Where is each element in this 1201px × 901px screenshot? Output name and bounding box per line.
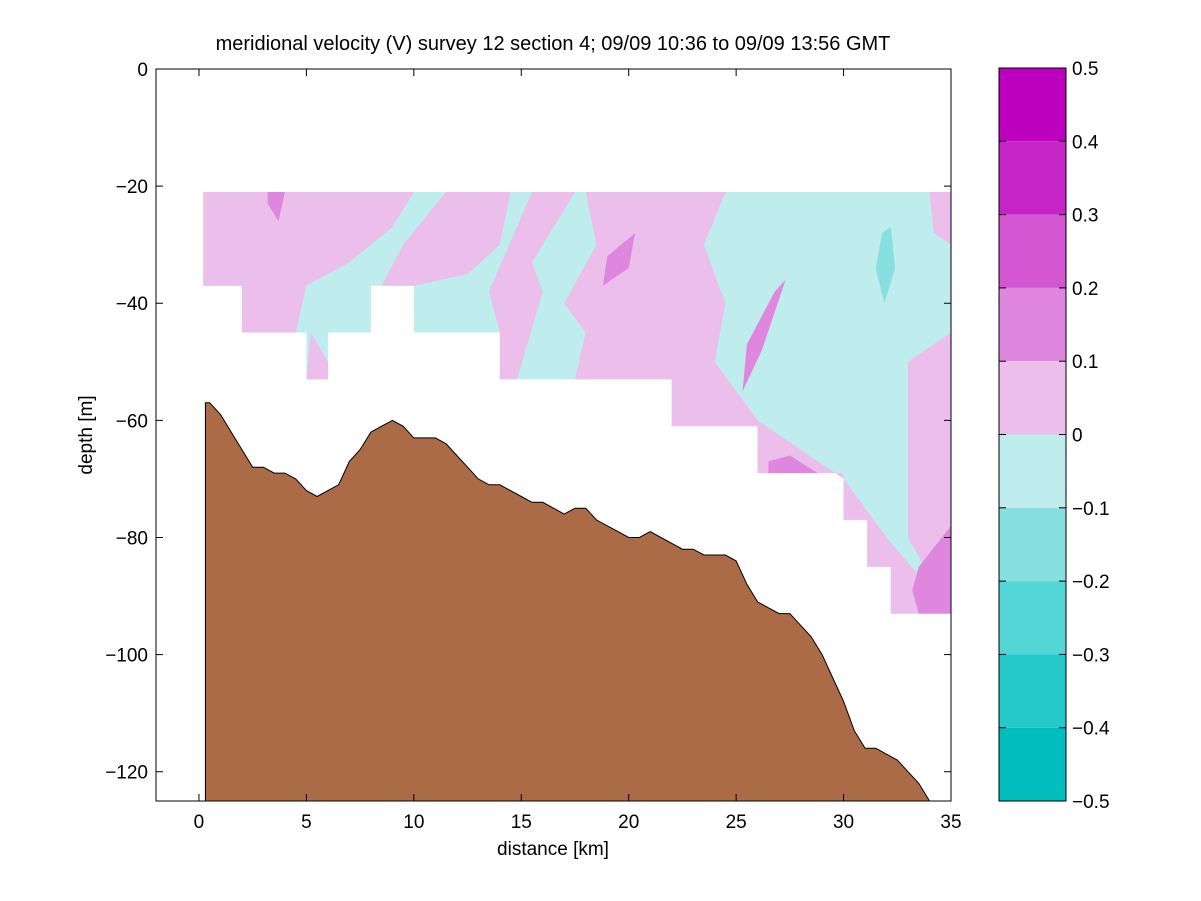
velocity-region-9 bbox=[602, 233, 636, 286]
velocity-region-2 bbox=[381, 192, 511, 286]
colorbar-band-4 bbox=[999, 361, 1066, 435]
colorbar-tick-label: 0.4 bbox=[1072, 132, 1099, 153]
colorbar-tick-label: −0.5 bbox=[1072, 792, 1110, 813]
colorbar-band-7 bbox=[999, 581, 1066, 655]
colorbar-tick-label: −0.4 bbox=[1072, 719, 1110, 740]
plot-frame bbox=[155, 68, 952, 802]
y-axis-ticks: 0 −20 −40 −60 −80 −100 −120 bbox=[105, 60, 951, 784]
velocity-region-4 bbox=[489, 192, 575, 380]
bathymetry-seafloor bbox=[204, 402, 931, 801]
colorbar-band-6 bbox=[999, 507, 1066, 582]
velocity-region-6 bbox=[929, 192, 951, 245]
y-tick-label: 0 bbox=[137, 60, 148, 81]
velocity-region-0 bbox=[203, 192, 951, 614]
colorbar-tick-label: −0.2 bbox=[1072, 572, 1110, 593]
colorbar-band-3 bbox=[999, 287, 1066, 362]
colorbar-band-8 bbox=[999, 654, 1066, 728]
velocity-field bbox=[203, 192, 951, 614]
y-axis-label: depth [m] bbox=[76, 395, 97, 474]
velocity-region-8 bbox=[267, 192, 285, 222]
velocity-region-11 bbox=[768, 455, 818, 474]
y-tick-label: −120 bbox=[105, 763, 148, 784]
x-tick-label: 0 bbox=[194, 812, 205, 833]
velocity-region-5 bbox=[564, 192, 951, 614]
x-axis-label: distance [km] bbox=[497, 839, 609, 860]
colorbar-tick-label: 0.1 bbox=[1072, 352, 1098, 373]
x-tick-label: 10 bbox=[403, 812, 424, 833]
plot-area: 0 5 10 15 20 25 30 35 0 −20 −40 −60 −80 −100 −120 bbox=[105, 60, 961, 833]
colorbar-tick-label: −0.1 bbox=[1072, 499, 1110, 520]
x-tick-label: 20 bbox=[618, 812, 639, 833]
colorbar-tick-label: 0 bbox=[1072, 426, 1083, 447]
x-tick-label: 25 bbox=[726, 812, 747, 833]
colorbar: 0.5 0.4 0.3 0.2 0.1 0 −0.1 −0.2 −0.3 −0.4 −0.5 bbox=[998, 59, 1110, 813]
y-tick-label: −100 bbox=[105, 646, 148, 667]
x-tick-label: 15 bbox=[511, 812, 532, 833]
x-tick-label: 30 bbox=[833, 812, 854, 833]
chart-title: meridional velocity (V) survey 12 sectio… bbox=[216, 33, 891, 55]
colorbar-band-1 bbox=[999, 141, 1066, 215]
colorbar-tick-label: 0.2 bbox=[1072, 279, 1098, 300]
colorbar-tick-label: 0.5 bbox=[1072, 59, 1098, 80]
x-tick-label: 5 bbox=[301, 812, 312, 833]
y-tick-label: −20 bbox=[116, 177, 148, 198]
x-tick-label: 35 bbox=[940, 812, 961, 833]
colorbar-tick-label: −0.3 bbox=[1072, 645, 1110, 666]
colorbar-band-5 bbox=[999, 434, 1066, 508]
y-tick-label: −60 bbox=[116, 411, 148, 432]
velocity-region-13 bbox=[875, 227, 896, 304]
velocity-region-12 bbox=[912, 525, 951, 614]
y-tick-label: −40 bbox=[116, 294, 148, 315]
colorbar-tick-label: 0.3 bbox=[1072, 206, 1098, 227]
velocity-region-3 bbox=[306, 332, 328, 380]
velocity-region-10 bbox=[742, 279, 786, 392]
bathymetry-layer bbox=[204, 402, 931, 801]
x-axis-ticks: 0 5 10 15 20 25 30 35 bbox=[194, 69, 962, 833]
colorbar-band-0 bbox=[999, 68, 1066, 142]
colorbar-band-2 bbox=[999, 214, 1066, 288]
y-tick-label: −80 bbox=[116, 528, 148, 549]
colorbar-band-9 bbox=[999, 727, 1066, 801]
velocity-region-1 bbox=[203, 192, 414, 333]
